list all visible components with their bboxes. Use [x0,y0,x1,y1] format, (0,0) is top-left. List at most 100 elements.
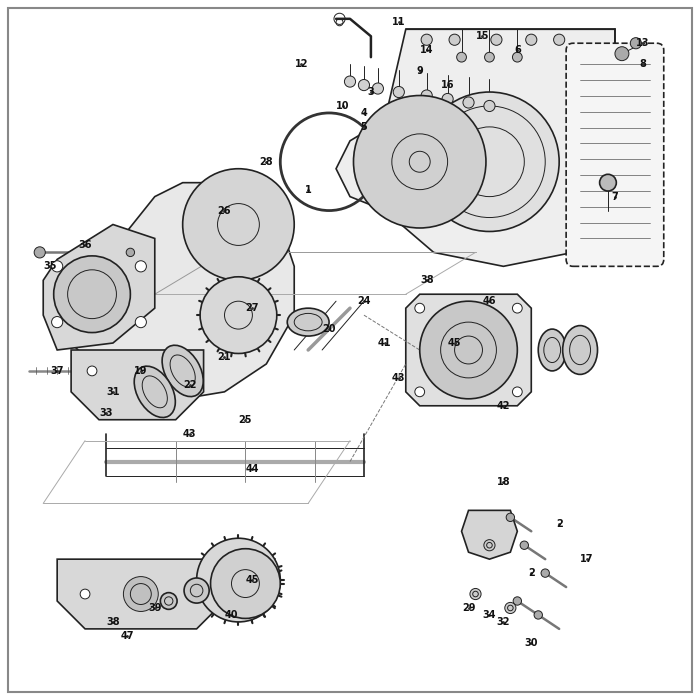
Text: 19: 19 [134,366,148,376]
Polygon shape [71,350,204,420]
Text: 46: 46 [483,296,496,306]
Circle shape [541,569,550,577]
Circle shape [513,597,522,606]
Circle shape [52,316,63,328]
Ellipse shape [563,326,598,374]
Circle shape [506,513,514,522]
Circle shape [344,76,356,87]
Circle shape [52,261,63,272]
Text: 14: 14 [420,46,433,55]
Text: 2: 2 [528,568,535,578]
Text: 10: 10 [336,101,350,111]
Circle shape [87,366,97,376]
Text: 17: 17 [580,554,594,564]
Circle shape [54,256,130,332]
Circle shape [123,577,158,612]
Circle shape [512,387,522,397]
Circle shape [534,611,542,619]
Text: 16: 16 [441,80,454,90]
Text: 4: 4 [360,108,368,118]
Text: 13: 13 [636,38,650,48]
Circle shape [135,316,146,328]
Text: 27: 27 [246,303,259,313]
Circle shape [463,97,474,108]
Circle shape [393,87,405,97]
Polygon shape [57,559,225,629]
Circle shape [372,83,384,94]
Text: 45: 45 [448,338,461,348]
Text: 15: 15 [476,32,489,41]
Text: 12: 12 [295,59,308,69]
FancyBboxPatch shape [566,43,664,266]
Text: 22: 22 [183,380,197,390]
Circle shape [449,34,460,46]
Circle shape [520,541,528,550]
Circle shape [505,603,516,613]
Circle shape [420,92,559,232]
Circle shape [354,95,486,228]
Ellipse shape [287,308,329,336]
Text: 11: 11 [392,18,405,27]
Text: 34: 34 [483,610,496,620]
Ellipse shape [134,366,175,417]
Circle shape [183,169,294,280]
Text: 30: 30 [524,638,538,648]
Text: 38: 38 [106,617,120,627]
Circle shape [512,52,522,62]
Text: 21: 21 [218,352,231,362]
Circle shape [526,34,537,46]
Text: 44: 44 [246,463,259,473]
Circle shape [160,593,177,610]
Text: 43: 43 [183,428,197,439]
Text: 33: 33 [99,407,113,418]
Polygon shape [406,294,531,406]
Circle shape [126,248,134,257]
Circle shape [456,52,466,62]
Circle shape [421,34,433,46]
Ellipse shape [162,345,203,397]
Polygon shape [461,510,517,559]
Circle shape [512,303,522,313]
Text: 9: 9 [416,66,423,76]
Text: 7: 7 [612,192,618,202]
Circle shape [358,80,370,90]
Text: 47: 47 [120,631,134,641]
Circle shape [600,174,616,191]
Text: 37: 37 [50,366,64,376]
Circle shape [420,301,517,399]
Circle shape [197,538,280,622]
Circle shape [615,47,629,61]
Polygon shape [336,29,615,266]
Text: 3: 3 [368,87,374,97]
Text: 40: 40 [225,610,238,620]
Circle shape [484,540,495,551]
Circle shape [630,38,641,49]
Circle shape [34,247,46,258]
Text: 31: 31 [106,387,120,397]
Text: 26: 26 [218,206,231,216]
Circle shape [415,387,425,397]
Circle shape [184,578,209,603]
Circle shape [491,34,502,46]
Text: 42: 42 [496,401,510,411]
Text: 41: 41 [378,338,391,348]
Circle shape [554,34,565,46]
Circle shape [211,549,280,618]
Circle shape [484,52,494,62]
Polygon shape [43,225,155,350]
Circle shape [470,589,481,600]
Text: 45: 45 [246,575,259,585]
Text: 20: 20 [322,324,336,334]
Text: 38: 38 [420,275,433,286]
Text: 6: 6 [514,46,521,55]
Circle shape [135,261,146,272]
Circle shape [80,589,90,599]
Text: 2: 2 [556,519,563,529]
Ellipse shape [538,329,566,371]
Circle shape [421,90,433,101]
Text: 32: 32 [496,617,510,627]
Text: 39: 39 [148,603,162,613]
Circle shape [178,366,188,376]
Text: 43: 43 [392,373,405,383]
Circle shape [415,303,425,313]
